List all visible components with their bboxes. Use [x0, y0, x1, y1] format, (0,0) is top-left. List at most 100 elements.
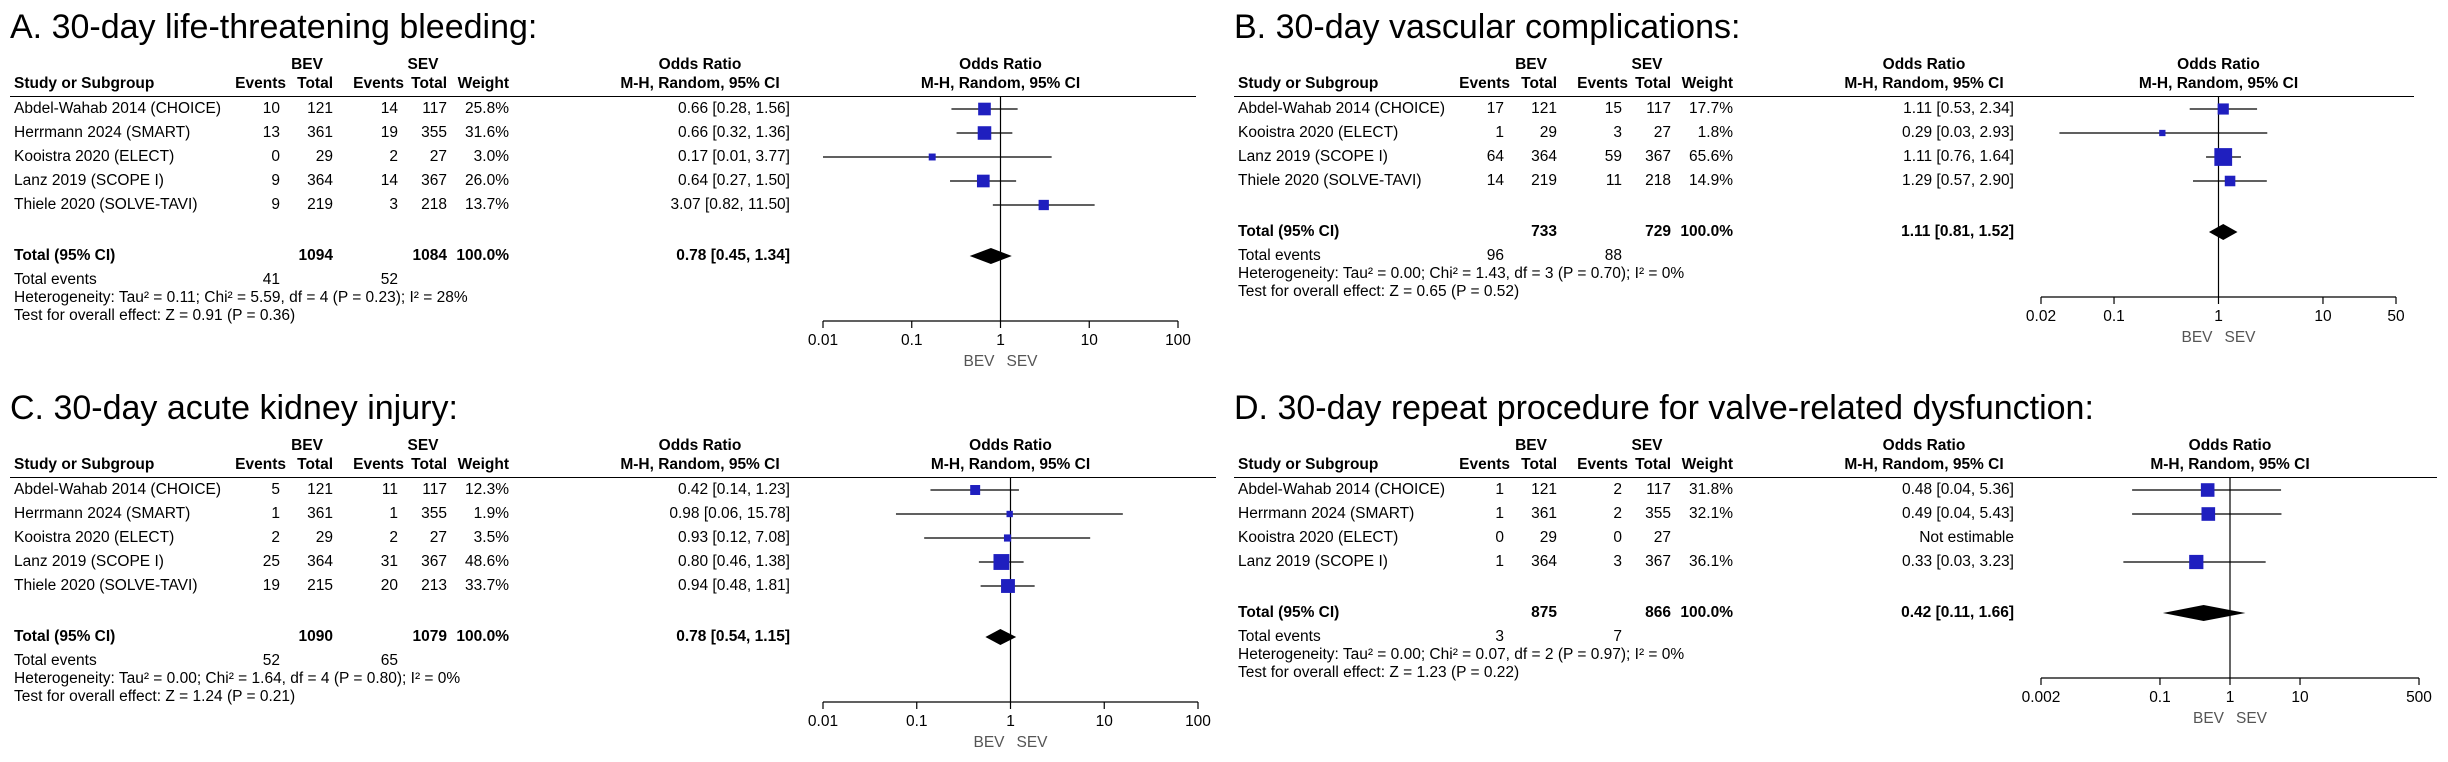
events-sev: 1	[389, 505, 398, 522]
forest-plot: 0.01 0.1 1 10 100 BEV SEV	[808, 96, 1191, 370]
total-bev: 121	[307, 481, 333, 498]
study-name: Herrmann 2024 (SMART)	[1238, 505, 1415, 522]
plot-method: M-H, Random, 95% CI	[930, 456, 1091, 473]
x-tick-label: 0.01	[808, 713, 838, 730]
total-sev: 117	[422, 481, 447, 498]
study-name: Kooistra 2020 (ELECT)	[1238, 124, 1399, 141]
forest-plot: 0.002 0.1 1 10 500 BEV SEV	[2022, 477, 2432, 727]
study-marker	[928, 153, 936, 161]
header-divider	[10, 96, 1196, 97]
total-or-ci: 0.78 [0.54, 1.15]	[676, 628, 790, 645]
x-tick-label: 0.002	[2022, 689, 2061, 706]
odds-ratio-ci: 1.11 [0.53, 2.34]	[1903, 100, 2014, 117]
total-bev: 121	[1531, 100, 1557, 117]
pooled-diamond	[985, 629, 1017, 645]
weight-value: 3.0%	[473, 148, 509, 165]
events-bev: 14	[1486, 172, 1504, 189]
total-n-sev: 729	[1645, 223, 1671, 240]
events-bev: 1	[271, 505, 280, 522]
or-column-title: Odds Ratio	[658, 437, 742, 454]
odds-ratio-ci: 0.64 [0.27, 1.50]	[677, 172, 790, 189]
total-weight: 100.0%	[1680, 604, 1733, 621]
study-marker	[2200, 483, 2215, 497]
favours-left-label: BEV	[2181, 329, 2213, 346]
total-events-bev: 96	[1486, 247, 1504, 264]
total1-header: Total	[1521, 456, 1557, 473]
total-events-label: Total events	[14, 271, 97, 288]
x-tick-label: 10	[2314, 308, 2332, 325]
study-name: Abdel-Wahab 2014 (CHOICE)	[1238, 481, 1446, 498]
pooled-diamond	[2208, 224, 2238, 240]
total-bev: 364	[307, 553, 333, 570]
plot-title: Odds Ratio	[2188, 437, 2272, 454]
header-divider	[1234, 477, 2437, 478]
odds-ratio-ci: 3.07 [0.82, 11.50]	[670, 196, 790, 213]
odds-ratio-ci: Not estimable	[1919, 529, 2014, 546]
total-sev: 213	[421, 577, 447, 594]
events-sev: 14	[380, 100, 398, 117]
overall-effect-text: Test for overall effect: Z = 0.91 (P = 0…	[14, 307, 296, 324]
weight-value: 1.9%	[473, 505, 509, 522]
weight-value: 33.7%	[465, 577, 509, 594]
events-bev: 64	[1486, 148, 1504, 165]
or-method-header: M-H, Random, 95% CI	[620, 75, 780, 92]
study-header: Study or Subgroup	[14, 456, 155, 473]
total-sev: 218	[1645, 172, 1671, 189]
events-sev: 14	[380, 172, 398, 189]
events-bev: 1	[1495, 553, 1504, 570]
odds-ratio-ci: 0.48 [0.04, 5.36]	[1901, 481, 2014, 498]
study-name: Abdel-Wahab 2014 (CHOICE)	[14, 481, 222, 498]
total-bev: 361	[1531, 505, 1557, 522]
odds-ratio-ci: 0.98 [0.06, 15.78]	[669, 505, 790, 522]
total-n-bev: 733	[1531, 223, 1557, 240]
events2-header: Events	[353, 75, 404, 92]
events-sev: 19	[380, 124, 398, 141]
plot-title: Odds Ratio	[2177, 56, 2260, 73]
weight-value: 36.1%	[1689, 553, 1733, 570]
odds-ratio-ci: 0.93 [0.12, 7.08]	[677, 529, 790, 546]
weight-header: Weight	[457, 456, 509, 473]
study-header: Study or Subgroup	[14, 75, 155, 92]
x-tick-label: 10	[1081, 332, 1099, 349]
heterogeneity-text: Heterogeneity: Tau² = 0.00; Chi² = 1.64,…	[14, 670, 461, 687]
odds-ratio-ci: 0.17 [0.01, 3.77]	[677, 148, 790, 165]
events-sev: 11	[1605, 172, 1622, 189]
total-bev: 364	[1531, 148, 1557, 165]
total-events-sev: 7	[1613, 628, 1622, 645]
x-tick-label: 0.1	[2103, 308, 2125, 325]
study-marker	[2159, 129, 2166, 137]
total-n-sev: 1084	[412, 247, 447, 264]
events-bev: 1	[1495, 124, 1504, 141]
events-bev: 10	[262, 100, 280, 117]
or-method-header: M-H, Random, 95% CI	[620, 456, 780, 473]
study-name: Lanz 2019 (SCOPE I)	[1238, 148, 1388, 165]
panel-title: A. 30-day life-threatening bleeding:	[10, 8, 538, 46]
total-sev: 367	[1645, 553, 1671, 570]
panel-title: B. 30-day vascular complications:	[1234, 8, 1741, 46]
weight-value: 32.1%	[1689, 505, 1733, 522]
study-name: Kooistra 2020 (ELECT)	[14, 148, 175, 165]
total-events-sev: 52	[380, 271, 398, 288]
plot-title: Odds Ratio	[959, 56, 1042, 73]
group2-header: SEV	[1631, 56, 1663, 73]
or-column-title: Odds Ratio	[1882, 437, 1966, 454]
events2-header: Events	[353, 456, 404, 473]
forest-plot: 0.02 0.1 1 10 50 BEV SEV	[2026, 96, 2405, 346]
total1-header: Total	[297, 75, 333, 92]
weight-value: 31.8%	[1689, 481, 1733, 498]
total-bev: 29	[1539, 124, 1557, 141]
x-tick-label: 10	[1096, 713, 1114, 730]
events2-header: Events	[1577, 456, 1628, 473]
weight-value: 17.7%	[1689, 100, 1733, 117]
header-divider	[1234, 96, 2414, 97]
weight-header: Weight	[1681, 456, 1733, 473]
total-label: Total (95% CI)	[14, 628, 116, 645]
total-sev: 117	[422, 100, 447, 117]
events-bev: 5	[271, 481, 280, 498]
forest-panel-a: A. 30-day life-threatening bleeding: BEV S…	[0, 0, 1224, 381]
study-marker	[1038, 199, 1049, 211]
heterogeneity-text: Heterogeneity: Tau² = 0.00; Chi² = 0.07,…	[1238, 646, 1685, 663]
x-tick-label: 1	[2214, 308, 2223, 325]
events-bev: 0	[271, 148, 280, 165]
total-or-ci: 0.42 [0.11, 1.66]	[1901, 604, 2014, 621]
